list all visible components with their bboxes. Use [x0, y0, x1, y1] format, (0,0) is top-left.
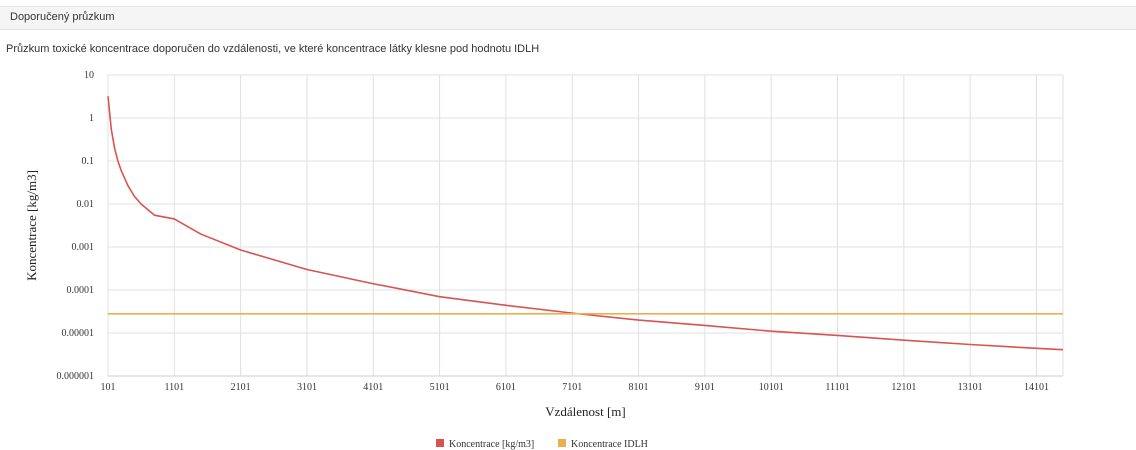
x-tick-label: 1101	[164, 382, 184, 393]
x-tick-label: 14101	[1024, 382, 1049, 393]
x-tick-label: 4101	[363, 382, 383, 393]
x-tick-label: 9101	[695, 382, 715, 393]
x-tick-label: 6101	[496, 382, 516, 393]
x-tick-label: 13101	[958, 382, 983, 393]
y-axis-title: Koncentrace [kg/m3]	[24, 170, 39, 281]
x-tick-label: 10101	[759, 382, 784, 393]
x-tick-labels: 101 1101 2101 3101 4101 5101 6101 7101 8101 9101 1…	[101, 382, 1049, 393]
chart-series	[107, 96, 1064, 351]
y-tick-label: 0.000001	[57, 371, 95, 382]
x-tick-label: 2101	[231, 382, 251, 393]
y-tick-label: 0.0001	[67, 285, 95, 296]
x-tick-label: 8101	[629, 382, 649, 393]
chart-grid	[107, 74, 1064, 377]
x-tick-label: 3101	[297, 382, 317, 393]
x-tick-label: 7101	[562, 382, 582, 393]
y-tick-label: 10	[84, 70, 94, 81]
y-tick-label: 1	[89, 113, 94, 124]
y-tick-label: 0.01	[77, 199, 95, 210]
series-line-1	[107, 96, 1064, 351]
x-axis-title: Vzdálenost [m]	[545, 404, 626, 419]
panel-title: Doporučený průzkum	[10, 11, 115, 23]
legend-label: Koncentrace [kg/m3]	[449, 439, 534, 450]
legend-label: Koncentrace IDLH	[571, 439, 648, 450]
description-text: Průzkum toxické koncentrace doporučen do…	[6, 43, 540, 55]
y-tick-labels: 10 1 0.1 0.01 0.001 0.0001 0.00001 0.000001	[57, 70, 95, 382]
y-tick-label: 0.00001	[62, 328, 95, 339]
x-tick-label: 11101	[825, 382, 849, 393]
legend-swatch	[558, 439, 566, 447]
x-tick-label: 101	[101, 382, 116, 393]
y-tick-label: 0.1	[82, 156, 95, 167]
legend-swatch	[436, 439, 444, 447]
chart-legend: Koncentrace [kg/m3] Koncentrace IDLH	[436, 439, 648, 450]
panel-header: Doporučený průzkum	[0, 6, 1136, 30]
y-tick-label: 0.001	[72, 242, 95, 253]
x-tick-label: 12101	[891, 382, 916, 393]
x-tick-label: 5101	[430, 382, 450, 393]
